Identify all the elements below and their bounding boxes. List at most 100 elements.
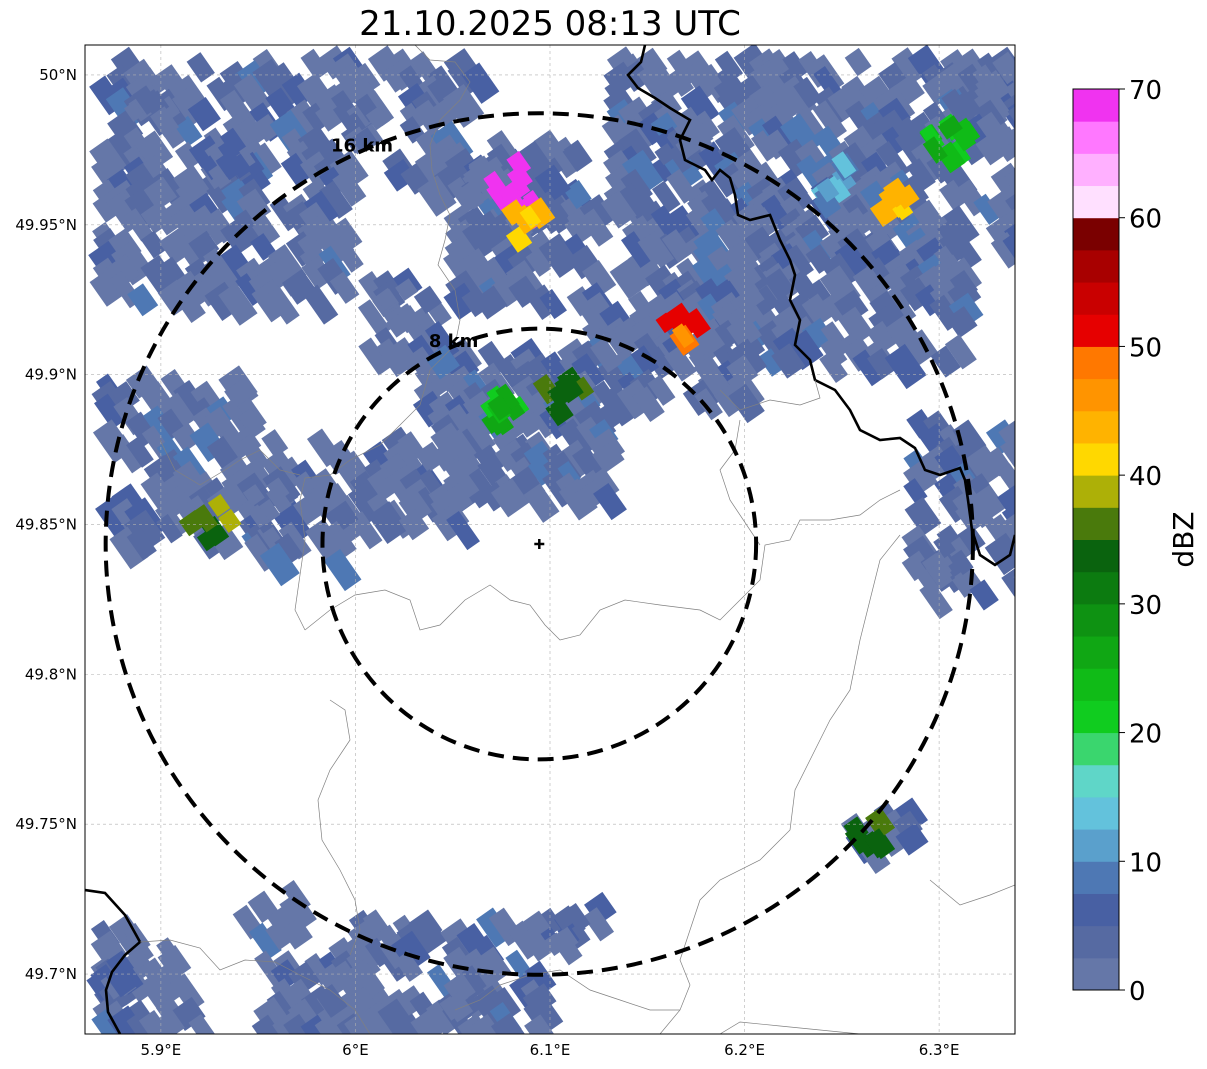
echo-cell xyxy=(365,105,390,131)
echo-cell xyxy=(931,560,953,583)
echo-cell xyxy=(651,180,681,213)
echo-cell xyxy=(547,383,572,408)
echo-cell xyxy=(274,532,304,565)
admin-border xyxy=(159,439,301,486)
echo-cell xyxy=(572,480,607,514)
echo-cell xyxy=(344,1009,382,1034)
echo-cell xyxy=(714,50,744,83)
graticule xyxy=(85,45,1015,1034)
echo-cell xyxy=(391,930,431,972)
echo-cell xyxy=(997,463,1015,492)
echo-cell xyxy=(1015,464,1050,503)
colorbar-band xyxy=(1073,957,1119,991)
colorbar-band xyxy=(1073,410,1119,444)
colorbar-band xyxy=(1073,668,1119,701)
lon-tick-label: 6°E xyxy=(342,1041,369,1059)
echo-cell xyxy=(107,1005,150,1034)
range-ring-label: 16 km xyxy=(331,136,393,157)
echo-cell xyxy=(91,1008,125,1034)
echo-cell xyxy=(375,338,410,378)
echo-cell xyxy=(633,333,663,364)
echo-cell xyxy=(620,231,654,269)
lat-tick-label: 49.9°N xyxy=(25,366,77,384)
echo-cell xyxy=(1001,568,1015,599)
echo-cell xyxy=(990,231,1015,269)
colorbar-band xyxy=(1073,89,1119,122)
echo-cell xyxy=(538,233,581,279)
echo-cell xyxy=(968,500,995,529)
echo-cell xyxy=(124,509,166,553)
echo-cell xyxy=(661,229,693,263)
echo-cell xyxy=(931,548,953,572)
echo-cell xyxy=(314,1016,341,1034)
echo-cell xyxy=(501,199,528,226)
echo-cell xyxy=(1002,231,1015,269)
echo-cell xyxy=(655,312,676,334)
lat-tick-label: 49.95°N xyxy=(15,216,77,234)
echo-cell xyxy=(218,282,258,326)
echo-cell xyxy=(303,284,339,325)
admin-border xyxy=(929,879,1015,906)
echo-cell xyxy=(933,534,956,559)
echo-cell xyxy=(600,190,637,229)
echo-cell xyxy=(968,484,1006,523)
echo-cell xyxy=(159,392,196,432)
echo-cell xyxy=(283,1013,314,1034)
echo-cell xyxy=(878,185,903,211)
lat-tick-label: 49.8°N xyxy=(25,665,77,683)
echo-cell xyxy=(840,142,876,182)
echo-cell xyxy=(680,85,720,128)
echo-cell xyxy=(124,101,144,122)
colorbar-band xyxy=(1073,861,1119,894)
echo-cell xyxy=(171,422,201,453)
echo-cell xyxy=(473,285,508,320)
echo-cell xyxy=(590,337,623,374)
echo-cell xyxy=(219,127,247,156)
echo-cell xyxy=(153,204,186,236)
echo-cell xyxy=(157,944,192,981)
echo-cell xyxy=(579,208,614,247)
echo-cell xyxy=(109,526,149,570)
echo-cell xyxy=(315,984,348,1018)
echo-cell xyxy=(357,299,391,338)
echo-cell xyxy=(821,293,847,323)
echo-cell xyxy=(215,153,240,181)
echo-cell xyxy=(173,270,210,311)
echo-cell xyxy=(490,1012,526,1034)
colorbar-tick-label: 20 xyxy=(1129,720,1162,750)
echo-cell xyxy=(728,383,765,424)
echo-cell xyxy=(940,205,980,248)
echo-cell xyxy=(572,445,606,482)
echo-cell xyxy=(321,528,357,564)
echo-cell xyxy=(937,115,963,140)
echo-cell xyxy=(543,932,567,957)
echo-cell xyxy=(632,386,665,423)
echo-cell xyxy=(140,254,178,295)
echo-cell xyxy=(562,139,593,173)
colorbar-band xyxy=(1073,185,1119,219)
echo-cell xyxy=(877,126,907,158)
echo-cell xyxy=(250,142,282,177)
echo-cell xyxy=(831,151,857,179)
echo-cell xyxy=(453,968,481,999)
colorbar-band xyxy=(1073,636,1119,669)
echo-cell xyxy=(443,84,485,128)
echo-cell xyxy=(425,999,459,1034)
echo-cell xyxy=(620,60,652,93)
echo-cell xyxy=(490,987,522,1021)
echo-cell xyxy=(1014,548,1015,594)
echo-cell xyxy=(571,353,606,391)
colorbar-band xyxy=(1073,282,1119,315)
echo-cell xyxy=(247,504,270,529)
echo-cell xyxy=(89,138,128,181)
echo-cell xyxy=(156,514,183,544)
echo-cell xyxy=(410,1008,446,1034)
echo-cell xyxy=(539,288,567,320)
echo-cell xyxy=(227,153,252,179)
echo-cell xyxy=(110,381,140,412)
echo-cell xyxy=(483,170,507,196)
echo-cell xyxy=(253,256,289,295)
admin-border xyxy=(317,699,361,956)
echo-cell xyxy=(946,306,978,339)
